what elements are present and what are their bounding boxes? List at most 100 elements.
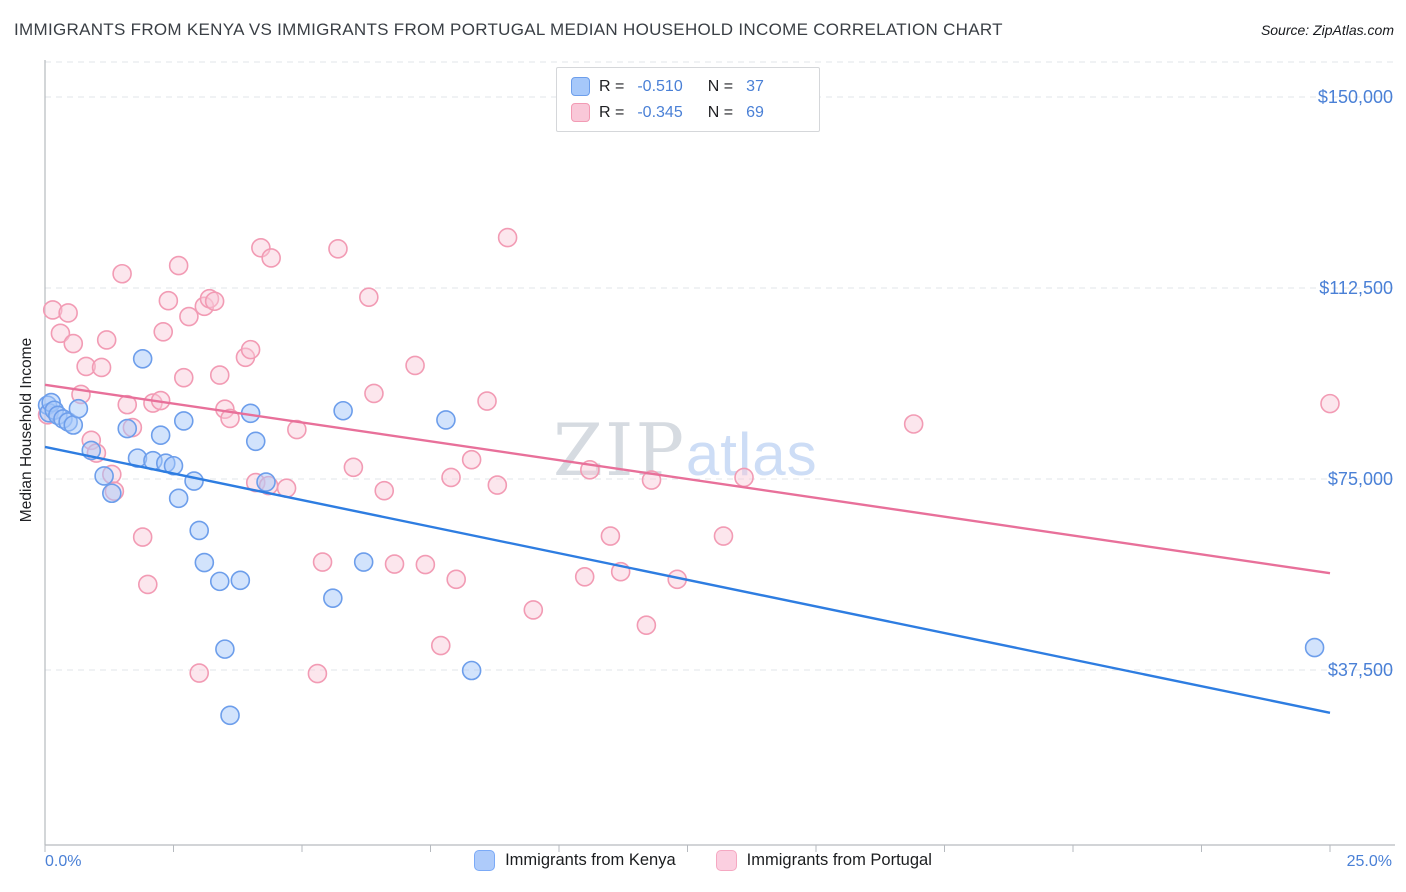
data-point-portugal — [328, 238, 348, 259]
data-point-portugal — [251, 237, 271, 258]
r-label: R = — [599, 103, 625, 121]
data-point-kenya — [323, 588, 343, 608]
x-axis-min-label: 0.0% — [45, 853, 82, 870]
data-point-portugal — [138, 574, 158, 595]
data-point-portugal — [405, 355, 425, 376]
data-point-kenya — [333, 400, 353, 421]
data-point-portugal — [734, 467, 754, 488]
data-point-portugal — [359, 287, 379, 307]
data-point-portugal — [220, 408, 240, 429]
y-tick-label: $112,500 — [1319, 278, 1393, 298]
data-point-portugal — [307, 663, 328, 684]
legend-row-portugal: R = -0.345 N = 69 — [571, 103, 805, 122]
data-point-portugal — [574, 566, 595, 587]
data-point-portugal — [441, 467, 461, 488]
correlation-legend: R = -0.510 N = 37 R = -0.345 N = 69 — [556, 67, 820, 132]
y-tick-label: $75,000 — [1328, 469, 1393, 489]
page-title: IMMIGRANTS FROM KENYA VS IMMIGRANTS FROM… — [14, 20, 1003, 39]
data-point-portugal — [204, 291, 225, 312]
data-point-kenya — [220, 705, 240, 726]
r-value-kenya: -0.510 — [637, 77, 683, 95]
data-point-portugal — [58, 303, 78, 323]
data-point-portugal — [384, 554, 405, 574]
data-point-kenya — [194, 552, 215, 573]
data-point-portugal — [497, 227, 518, 248]
data-point-portugal — [374, 480, 395, 501]
data-point-kenya — [461, 660, 482, 681]
kenya-legend-swatch — [474, 850, 496, 871]
n-value-kenya: 37 — [746, 77, 764, 95]
data-point-portugal — [179, 306, 199, 327]
data-point-kenya — [436, 410, 456, 430]
data-point-portugal — [446, 569, 467, 590]
data-point-kenya — [168, 488, 189, 509]
data-point-portugal — [158, 290, 179, 311]
data-point-portugal — [240, 339, 261, 360]
data-point-portugal — [636, 615, 657, 635]
data-point-portugal — [96, 330, 117, 350]
data-point-kenya — [189, 520, 209, 541]
data-point-kenya — [353, 552, 374, 572]
bottom-legend: Immigrants from Kenya Immigrants from Po… — [0, 850, 1406, 871]
data-point-portugal — [168, 255, 189, 276]
n-value-portugal: 69 — [746, 103, 764, 121]
data-point-kenya — [117, 418, 138, 439]
r-value-portugal: -0.345 — [637, 103, 683, 121]
data-point-portugal — [364, 383, 384, 404]
watermark-atlas: atlas — [685, 421, 818, 488]
kenya-legend-label: Immigrants from Kenya — [505, 851, 676, 869]
source-link[interactable]: Source: ZipAtlas.com — [1260, 22, 1394, 38]
data-point-portugal — [713, 526, 734, 546]
data-point-kenya — [256, 472, 276, 492]
n-label: N = — [707, 103, 734, 121]
data-point-portugal — [50, 323, 71, 344]
data-point-kenya — [68, 398, 89, 419]
data-point-kenya — [209, 571, 230, 592]
watermark-zip: ZIP — [553, 408, 686, 492]
data-point-portugal — [173, 367, 194, 388]
trend-line-kenya — [44, 445, 1331, 714]
data-point-portugal — [343, 457, 364, 478]
kenya-swatch — [571, 77, 590, 96]
data-point-kenya — [184, 471, 204, 491]
data-point-portugal — [76, 356, 96, 377]
trend-line-portugal — [44, 383, 1331, 575]
watermark: ZIP atlas — [553, 408, 818, 492]
legend-row-kenya: R = -0.510 N = 37 — [571, 77, 805, 96]
data-point-portugal — [600, 526, 621, 546]
data-point-portugal — [523, 600, 544, 620]
data-point-portugal — [132, 527, 153, 547]
data-point-portugal — [1320, 393, 1340, 414]
portugal-legend-swatch — [715, 850, 737, 871]
data-point-portugal — [461, 449, 482, 470]
data-point-portugal — [487, 475, 508, 495]
r-label: R = — [599, 77, 625, 95]
data-point-portugal — [903, 414, 924, 434]
data-point-portugal — [153, 322, 174, 342]
data-point-portugal — [91, 357, 112, 378]
data-point-portugal — [189, 663, 209, 683]
portugal-swatch — [571, 103, 590, 122]
data-point-portugal — [112, 263, 132, 284]
data-point-kenya — [63, 415, 84, 435]
data-point-kenya — [102, 483, 122, 504]
data-point-portugal — [63, 333, 84, 354]
data-point-portugal — [415, 554, 436, 575]
data-point-kenya — [1304, 637, 1325, 658]
portugal-legend-label: Immigrants from Portugal — [746, 851, 932, 869]
data-point-kenya — [230, 570, 251, 591]
data-point-kenya — [215, 639, 235, 659]
n-label: N = — [707, 77, 734, 95]
data-point-kenya — [173, 411, 194, 431]
y-tick-label: $37,500 — [1328, 660, 1393, 680]
data-point-kenya — [150, 425, 171, 445]
data-point-portugal — [261, 248, 281, 268]
data-point-portugal — [42, 300, 63, 320]
data-point-portugal — [312, 552, 333, 572]
x-axis-max-label: 25.0% — [1346, 853, 1392, 870]
data-point-portugal — [477, 391, 497, 411]
legend-item-kenya: Immigrants from Kenya — [474, 850, 676, 871]
y-tick-label: $150,000 — [1318, 87, 1393, 107]
